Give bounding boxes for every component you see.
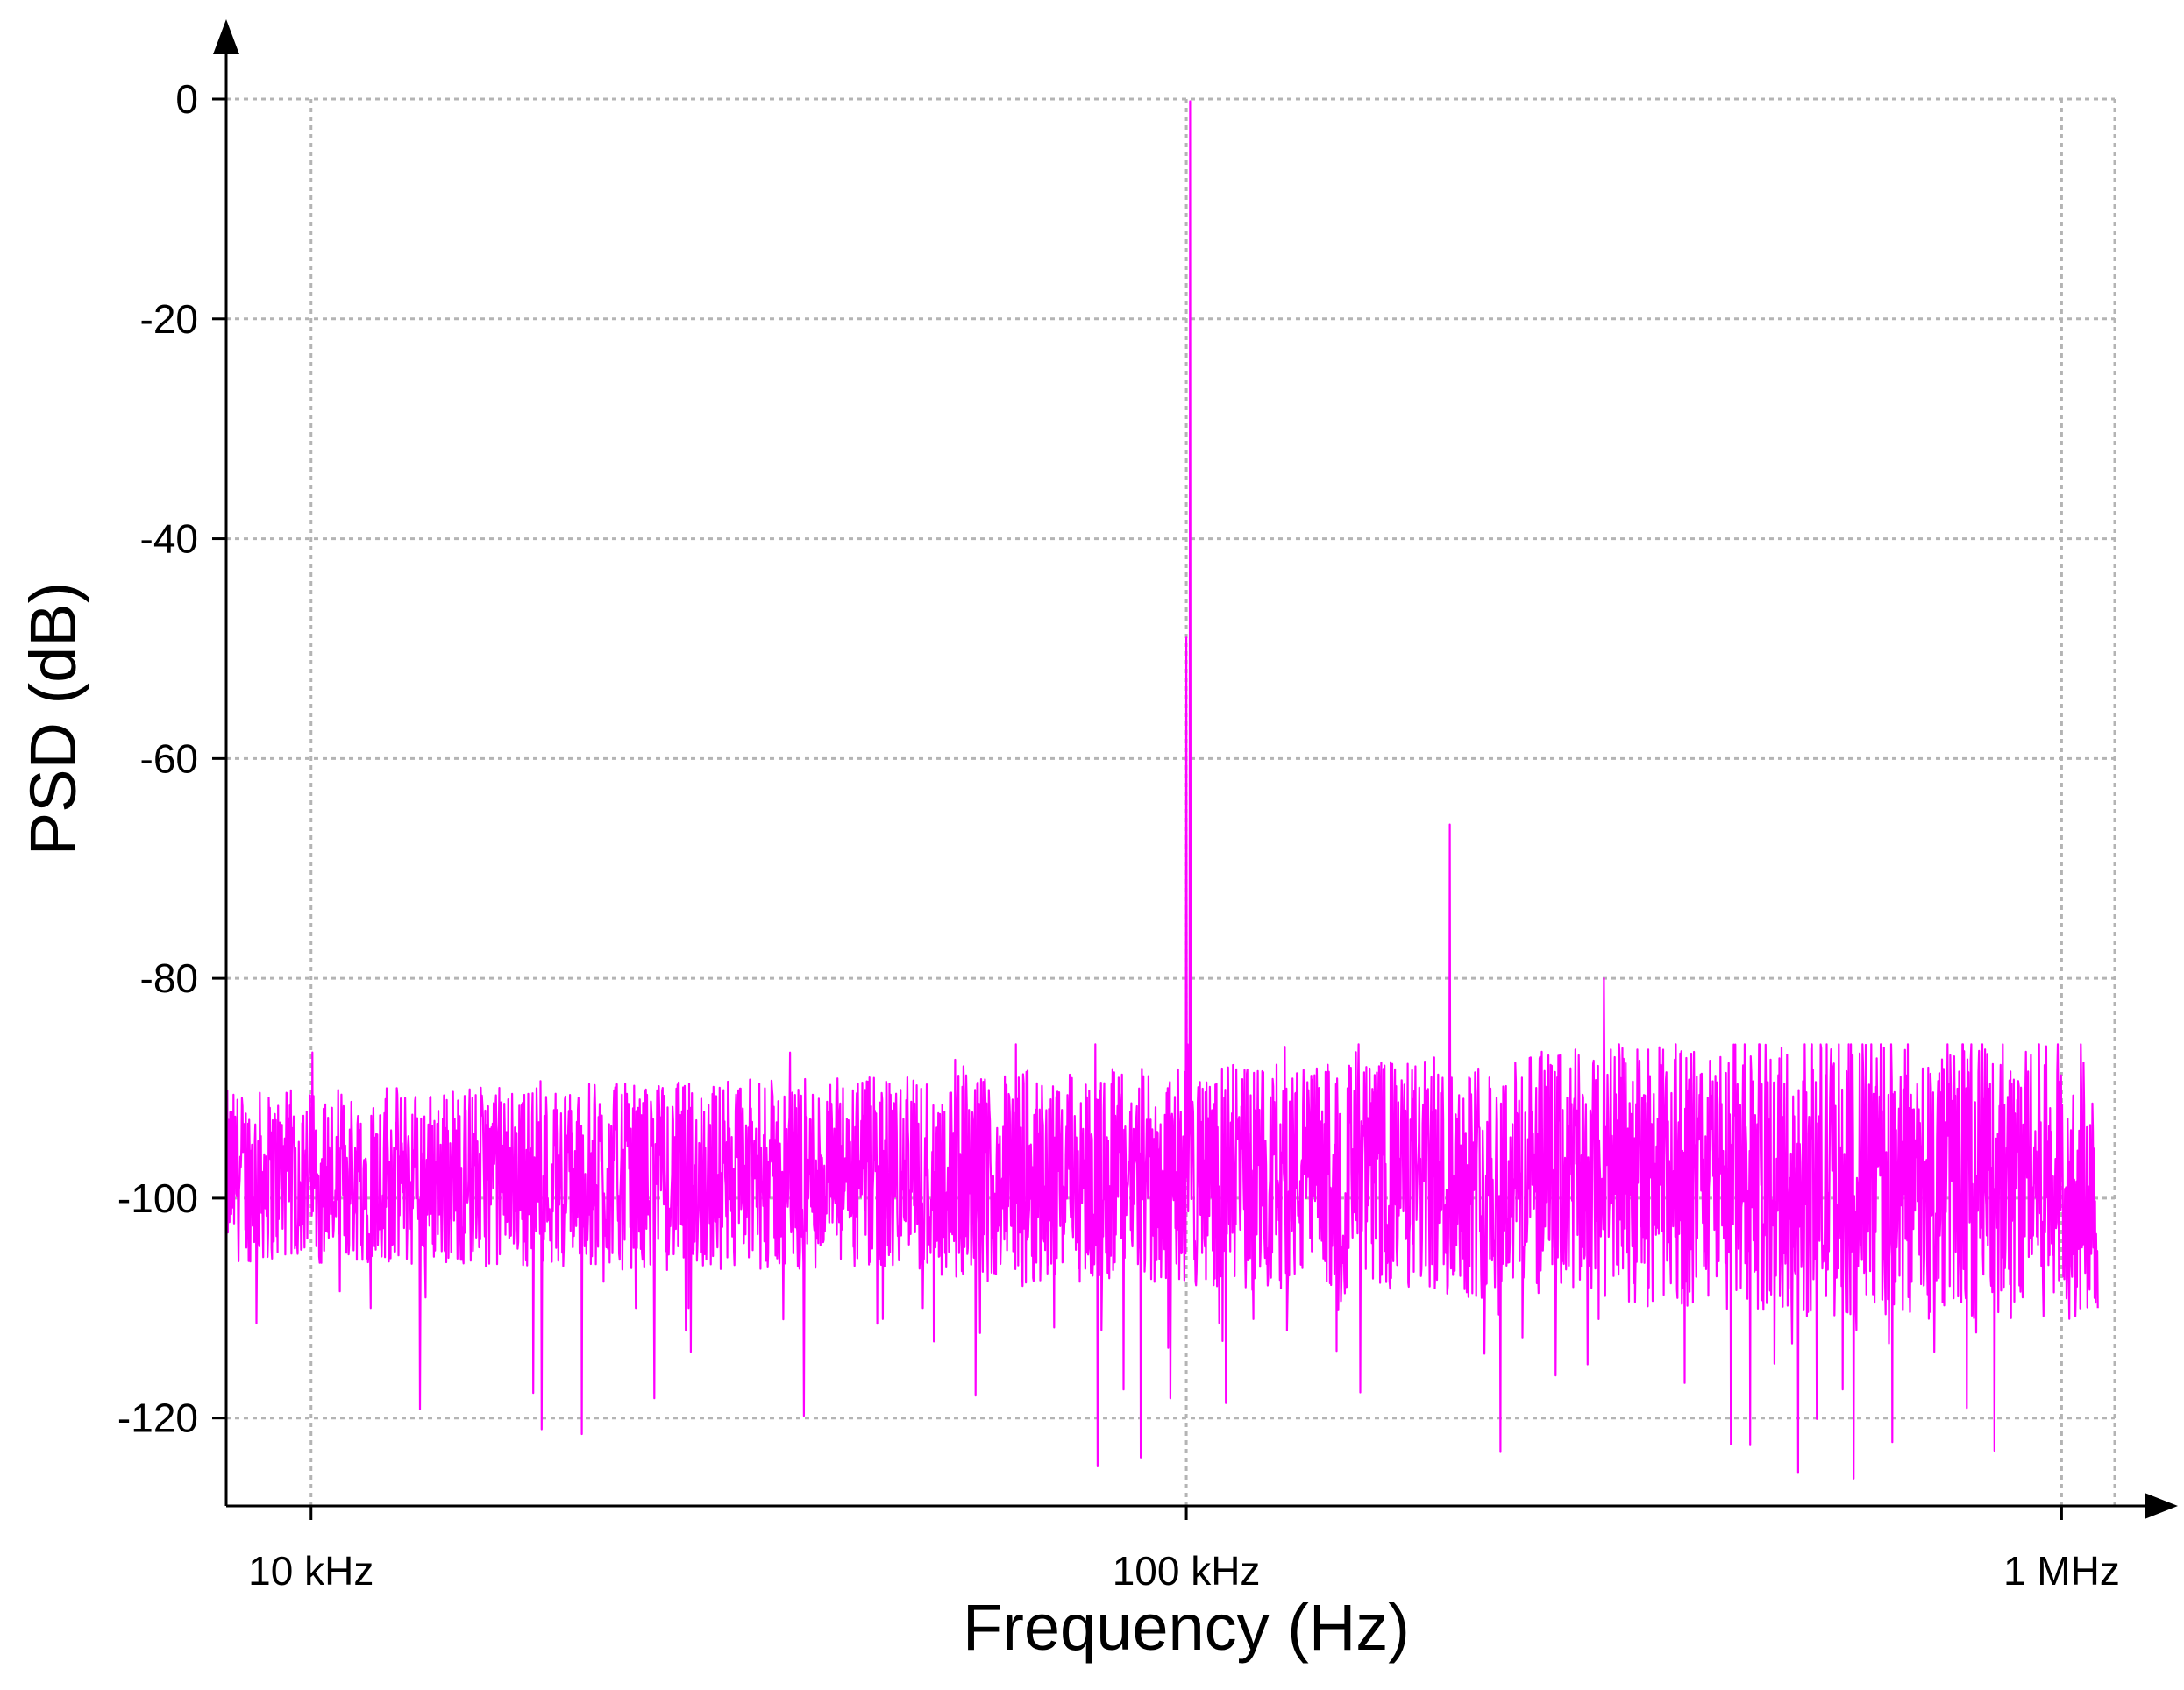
y-tick-label: -20 — [140, 296, 198, 342]
y-tick-label: 0 — [175, 76, 198, 122]
x-tick-label: 1 MHz — [2003, 1548, 2120, 1594]
y-tick-label: -100 — [117, 1175, 198, 1221]
x-axis-title: Frequency (Hz) — [963, 1591, 1410, 1664]
y-tick-label: -120 — [117, 1395, 198, 1441]
tick-labels: 0 -20 -40 -60 -80 -100 -120 10 kHz 100 kHz 1 MHz — [117, 76, 2120, 1594]
x-tick-label: 100 kHz — [1113, 1548, 1261, 1594]
x-tick-label: 10 kHz — [248, 1548, 373, 1594]
psd-series-line — [224, 100, 2099, 1480]
y-axis-title: PSD (dB) — [17, 582, 89, 856]
y-axis-arrowhead — [213, 19, 239, 54]
y-tick-label: -80 — [140, 955, 198, 1001]
y-tick-label: -40 — [140, 516, 198, 562]
data-layer — [224, 100, 2099, 1480]
x-axis-arrowhead — [2145, 1493, 2178, 1519]
y-tick-label: -60 — [140, 735, 198, 781]
